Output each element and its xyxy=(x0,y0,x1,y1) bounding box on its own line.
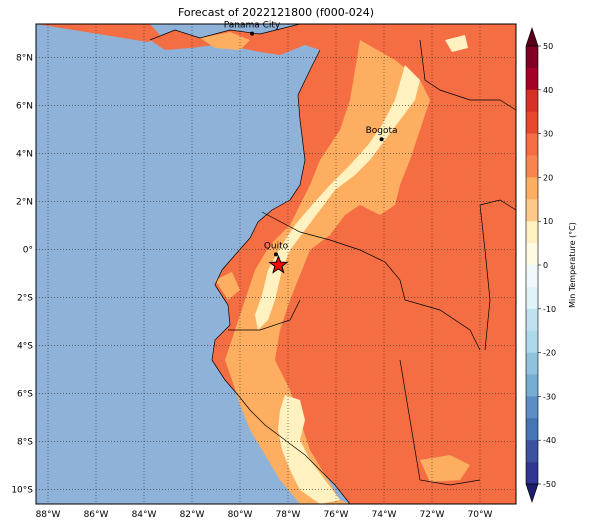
graticule xyxy=(36,24,516,504)
colorbar-segment xyxy=(526,243,538,266)
colorbar: 50 40 30 20 10 0 -10 -20 -30 -40 -50 Min Temperatur… xyxy=(525,27,577,503)
longitude-tick-label: 78°W xyxy=(276,510,301,520)
longitude-tick-label: 70°W xyxy=(468,510,493,520)
temperature-band-10 xyxy=(445,35,468,52)
colorbar-segment xyxy=(526,330,538,353)
colorbar-segment xyxy=(526,265,538,288)
colorbar-tick-label: 30 xyxy=(543,130,553,139)
latitude-tick-label: 2°S xyxy=(17,294,33,304)
colorbar-segment xyxy=(526,462,538,485)
temperature-band-10 xyxy=(255,65,420,330)
city-label: Panama City xyxy=(224,21,281,31)
colorbar-tick-label: -50 xyxy=(543,480,556,489)
longitude-tick-label: 76°W xyxy=(324,510,349,520)
longitude-tick-label: 74°W xyxy=(372,510,397,520)
colorbar-segment xyxy=(526,374,538,397)
temperature-band-15 xyxy=(225,40,430,504)
colorbar-segment xyxy=(526,177,538,200)
city-label: Quito xyxy=(264,241,289,251)
colorbar-segment xyxy=(526,155,538,178)
city-dot xyxy=(274,252,278,257)
map-frame xyxy=(35,23,517,505)
city-markers: Panama City Bogota Quito xyxy=(224,21,398,274)
colorbar-segment xyxy=(526,352,538,375)
latitude-tick-label: 6°S xyxy=(17,390,33,400)
colorbar-extend-high xyxy=(525,27,539,47)
colorbar-segment xyxy=(526,221,538,244)
latitude-tick-label: 8°N xyxy=(16,54,33,64)
longitude-tick-label: 86°W xyxy=(84,510,109,520)
colorbar-segment xyxy=(526,286,538,310)
city-dot xyxy=(250,31,254,36)
colorbar-segment xyxy=(526,111,538,134)
colorbar-tick-label: 0 xyxy=(543,261,548,270)
colorbar-segment xyxy=(526,396,538,419)
colorbar-segment xyxy=(526,418,538,441)
colorbar-tick-label: 40 xyxy=(543,86,553,95)
longitude-tick-label: 82°W xyxy=(180,510,205,520)
latitude-tick-labels: 8°N 6°N 4°N 2°N 0° 2°S 4°S 6°S 8°S 10°S xyxy=(11,54,33,496)
land-region xyxy=(36,24,160,42)
colorbar-segment xyxy=(526,308,538,331)
latitude-tick-label: 6°N xyxy=(16,102,33,112)
temperature-band-10 xyxy=(278,395,340,504)
city-dot xyxy=(379,137,384,142)
colorbar-tick-label: 10 xyxy=(543,217,553,226)
colorbar-tick-label: -40 xyxy=(543,436,556,445)
latitude-tick-label: 4°N xyxy=(16,150,33,160)
longitude-tick-label: 88°W xyxy=(36,510,61,520)
colorbar-tick-label: -30 xyxy=(543,392,556,401)
star-marker xyxy=(268,254,289,274)
colorbar-segment xyxy=(526,199,538,222)
colorbar-tick-label: -20 xyxy=(543,349,556,358)
temperature-band-15 xyxy=(200,32,250,50)
colorbar-segment xyxy=(526,46,538,69)
colorbar-tick-label: -10 xyxy=(543,305,556,314)
colorbar-tick-label: 20 xyxy=(543,173,553,182)
colorbar-extend-low xyxy=(525,483,539,503)
country-borders xyxy=(149,24,516,504)
longitude-tick-label: 80°W xyxy=(228,510,253,520)
colorbar-segment xyxy=(526,440,538,463)
latitude-tick-label: 8°S xyxy=(17,438,33,448)
latitude-tick-label: 0° xyxy=(23,246,33,256)
colorbar-segment xyxy=(526,89,538,112)
longitude-tick-labels: 88°W 86°W 84°W 82°W 80°W 78°W 76°W 74°W 72°W 70°W xyxy=(36,510,493,520)
city-label: Bogota xyxy=(366,126,398,136)
colorbar-tick-label: 50 xyxy=(543,42,553,51)
colorbar-segment xyxy=(526,67,538,91)
colorbar-segment xyxy=(526,133,538,156)
map-title: Forecast of 2022121800 (f000-024) xyxy=(177,6,375,19)
colorbar-label: Min Temperature (°C) xyxy=(568,222,577,308)
latitude-tick-label: 2°N xyxy=(16,198,33,208)
longitude-tick-label: 84°W xyxy=(132,510,157,520)
latitude-tick-label: 4°S xyxy=(17,342,33,352)
temperature-band-15 xyxy=(420,455,470,482)
temperature-band-15 xyxy=(215,272,240,300)
latitude-tick-label: 10°S xyxy=(11,486,33,496)
longitude-tick-label: 72°W xyxy=(420,510,445,520)
